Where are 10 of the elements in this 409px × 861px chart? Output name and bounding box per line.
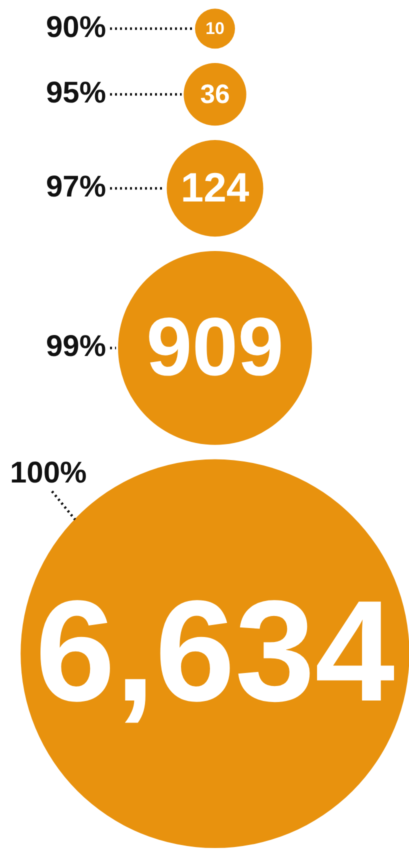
category-label: 97% [46,170,106,204]
data-label: 36 [200,79,230,110]
data-label: 10 [206,19,224,38]
category-label: 99% [46,330,106,364]
data-label: 6,634 [35,571,395,732]
category-label: 90% [46,10,106,44]
category-label: 100% [10,456,87,490]
data-label: 909 [146,300,284,393]
category-label: 95% [46,76,106,110]
data-label: 124 [180,164,250,211]
